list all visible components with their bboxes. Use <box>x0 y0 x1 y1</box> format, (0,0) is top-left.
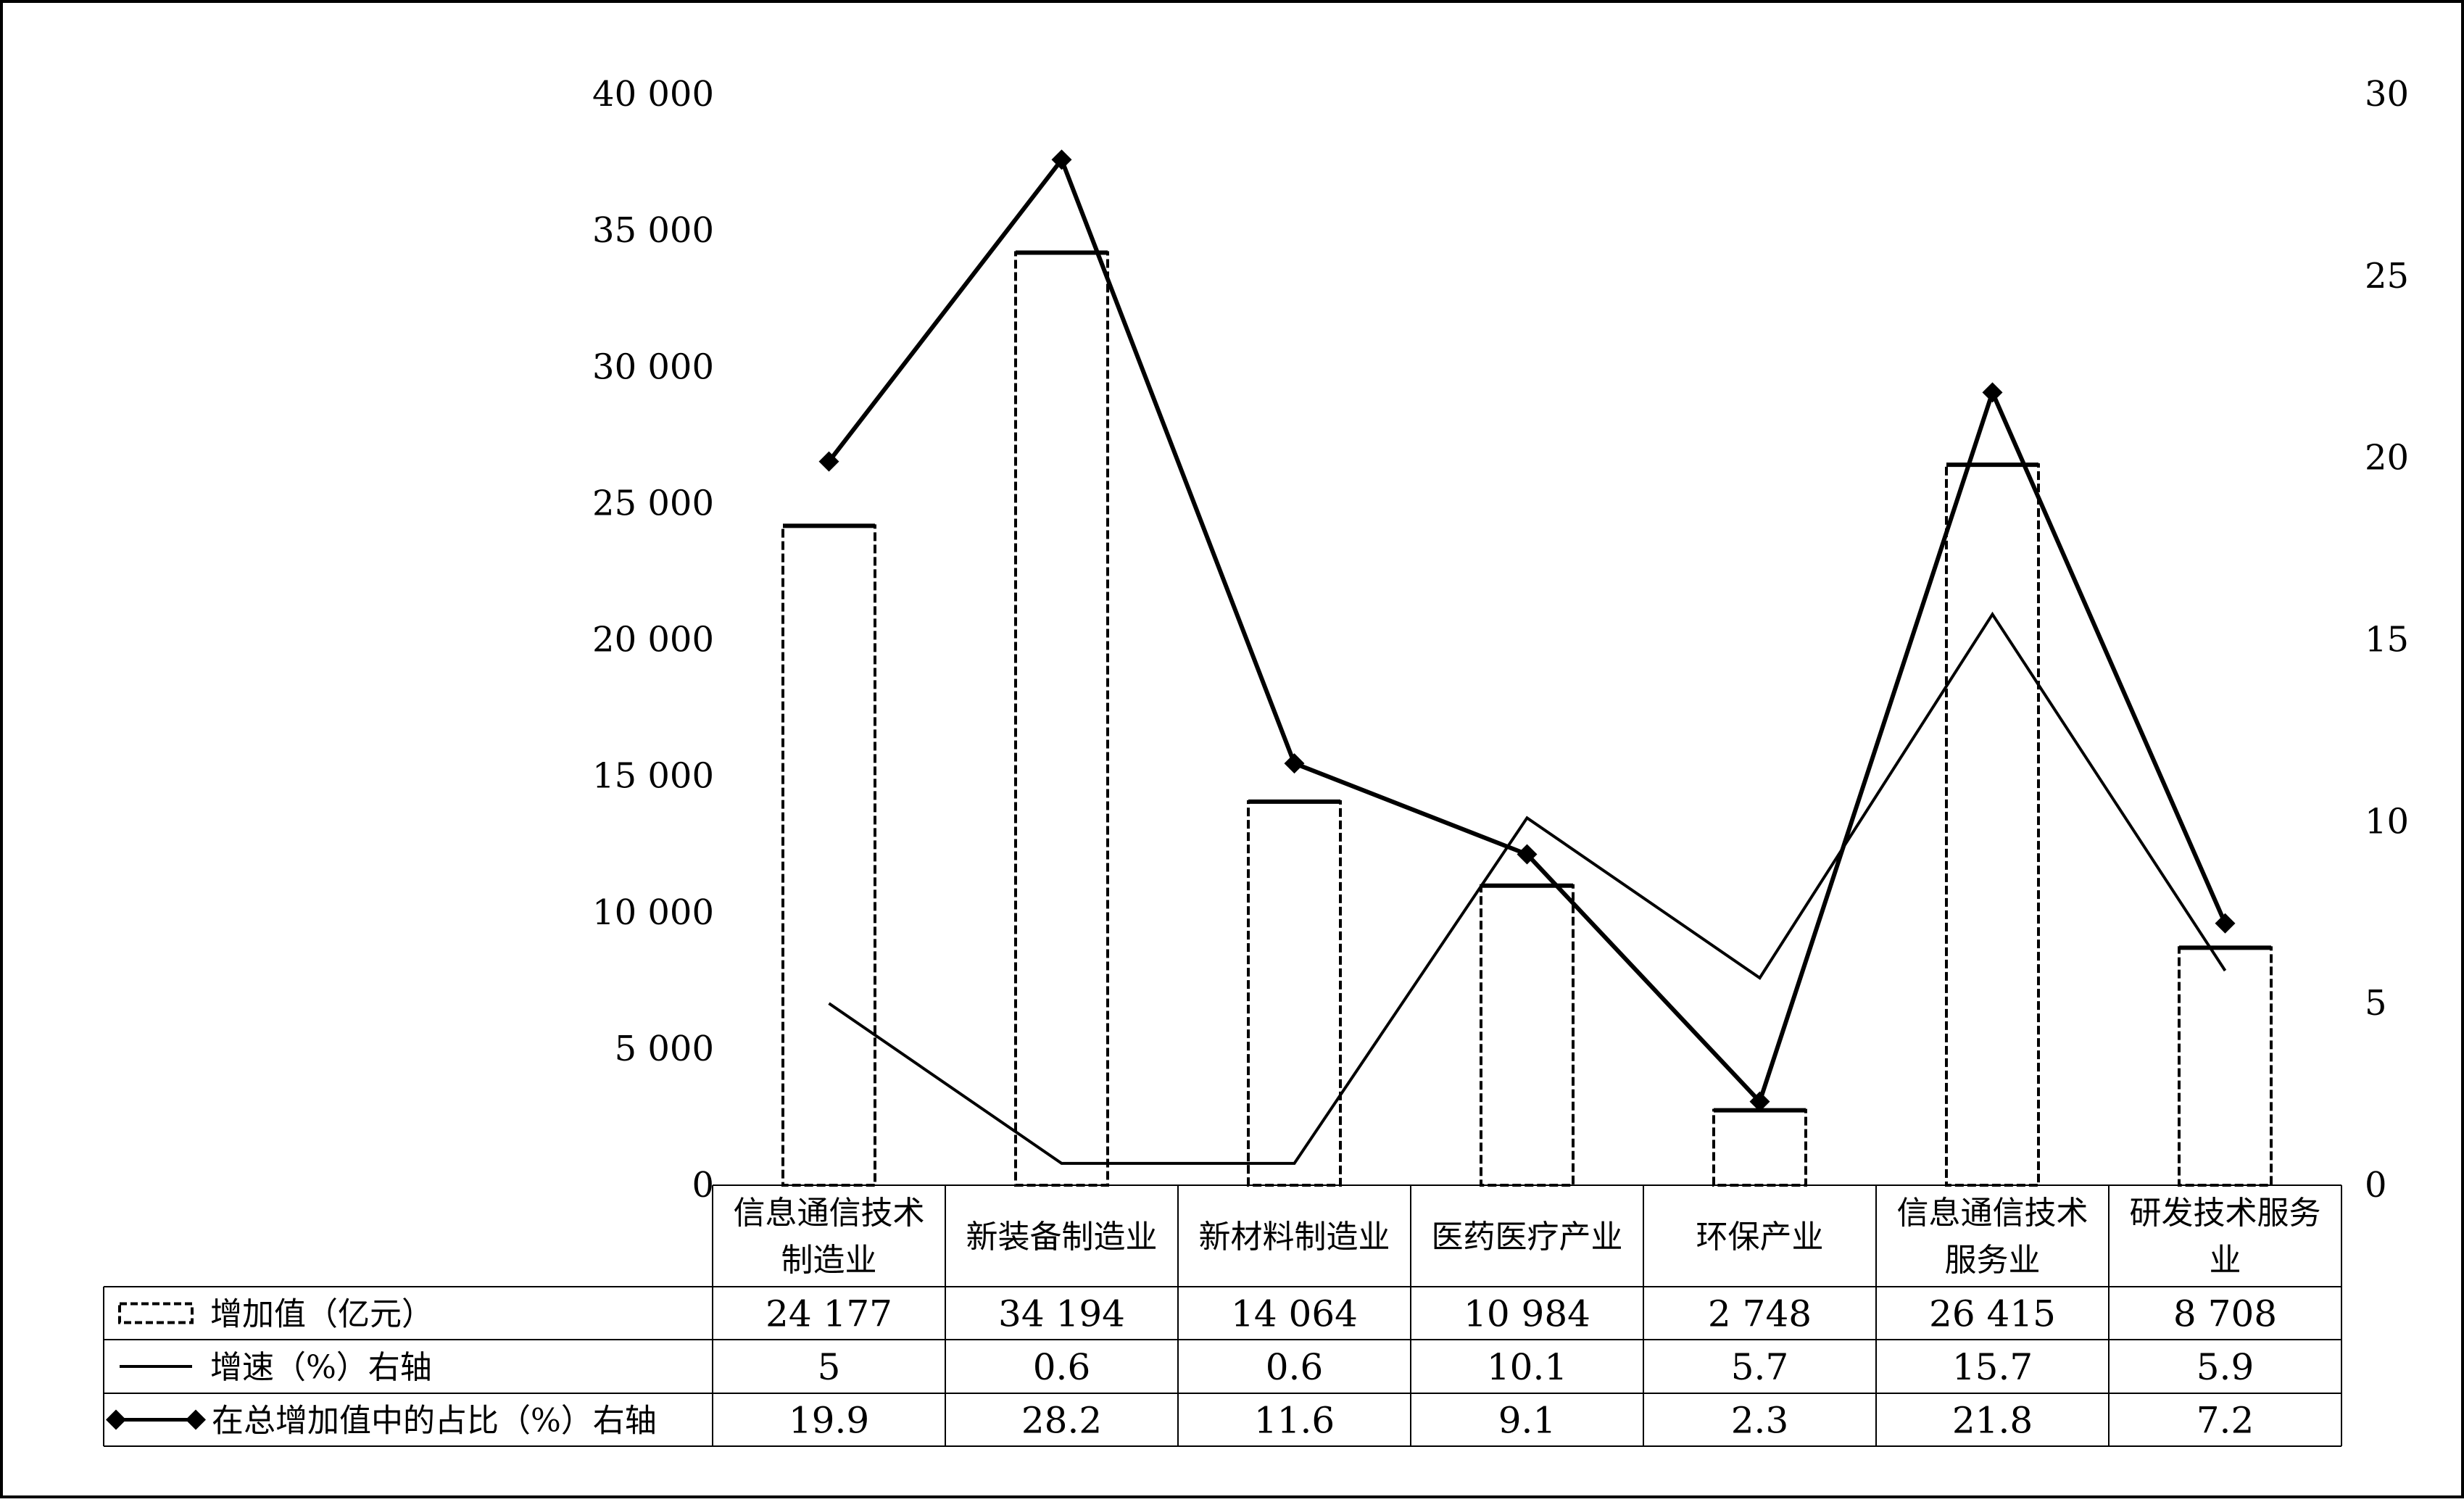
category-label: 环保产业 <box>1696 1219 1824 1256</box>
table-cell: 19.9 <box>789 1400 869 1442</box>
left-tick-label: 35 000 <box>592 210 714 251</box>
table-cell: 28.2 <box>1021 1400 1102 1442</box>
bars-group <box>781 250 2273 1187</box>
bar-5 <box>1945 463 2040 1187</box>
left-tick-label: 15 000 <box>592 756 714 797</box>
category-label: 信息通信技术 <box>734 1195 925 1232</box>
category-label: 新装备制造业 <box>966 1219 1158 1256</box>
right-tick-label: 0 <box>2365 1165 2387 1206</box>
right-tick-label: 25 <box>2365 256 2409 296</box>
right-tick-label: 15 <box>2365 620 2409 660</box>
table-cell: 5 <box>818 1346 841 1388</box>
table-cell: 5.7 <box>1731 1346 1789 1388</box>
table-cell: 2 748 <box>1708 1293 1812 1335</box>
table-cell: 34 194 <box>998 1293 1125 1335</box>
table-cell: 10.1 <box>1487 1346 1567 1388</box>
table-cell: 0.6 <box>1033 1346 1091 1388</box>
category-label: 信息通信技术 <box>1897 1195 2088 1232</box>
growth-rate-line <box>828 611 2227 1165</box>
bar-4 <box>1712 1108 1807 1187</box>
left-tick-label: 5 000 <box>615 1029 714 1069</box>
category-label: 业 <box>2210 1242 2241 1279</box>
table-cell: 5.9 <box>2197 1346 2254 1388</box>
bar-3 <box>1480 884 1575 1187</box>
axes-group: 0 5 000 10 000 15 000 20 000 25 000 30 000 35 0… <box>592 74 2409 1206</box>
category-label: 服务业 <box>1945 1242 2041 1279</box>
legend-label: 增加值（亿元） <box>210 1296 434 1333</box>
table-cell: 15.7 <box>1952 1346 2033 1388</box>
table-cell: 10 984 <box>1464 1293 1590 1335</box>
left-tick-label: 20 000 <box>592 620 714 660</box>
table-cell: 7.2 <box>2197 1400 2254 1442</box>
share-marker-5 <box>1982 382 2003 403</box>
right-tick-label: 30 <box>2365 74 2409 115</box>
table-cell: 0.6 <box>1266 1346 1324 1388</box>
share-marker-1 <box>1051 149 1072 170</box>
category-label: 研发技术服务 <box>2130 1195 2321 1232</box>
table-cell: 24 177 <box>766 1293 892 1335</box>
right-tick-label: 5 <box>2365 983 2387 1024</box>
bar-0 <box>781 524 876 1187</box>
share-marker-3 <box>1517 844 1538 865</box>
legend-key-diamond <box>186 1409 206 1430</box>
category-label: 医药医疗产业 <box>1432 1219 1623 1256</box>
share-marker-2 <box>1284 753 1305 774</box>
table-cell: 14 064 <box>1231 1293 1358 1335</box>
share-marker-0 <box>818 451 839 472</box>
share-marker-6 <box>2215 913 2236 934</box>
table-cell: 21.8 <box>1952 1400 2033 1442</box>
legend-label: 在总增加值中的占比（%）右轴 <box>212 1403 657 1440</box>
category-label: 新材料制造业 <box>1199 1219 1390 1256</box>
table-cell: 2.3 <box>1731 1400 1789 1442</box>
category-label: 制造业 <box>781 1242 877 1279</box>
bar-2 <box>1247 800 1342 1187</box>
legend-label: 增速（%）右轴 <box>210 1349 432 1386</box>
bar-6 <box>2178 946 2273 1187</box>
table-cell: 11.6 <box>1254 1400 1335 1442</box>
bar-1 <box>1014 251 1109 1187</box>
left-tick-label: 10 000 <box>592 892 714 933</box>
left-tick-label: 30 000 <box>592 347 714 387</box>
legend-key-bar <box>118 1302 194 1324</box>
left-tick-label: 40 000 <box>592 74 714 115</box>
right-tick-label: 10 <box>2365 801 2409 842</box>
left-tick-label: 25 000 <box>592 483 714 523</box>
lines-group <box>818 149 2236 1165</box>
table-cell: 8 708 <box>2173 1293 2277 1335</box>
table-cell: 9.1 <box>1498 1400 1556 1442</box>
left-tick-label: 0 <box>692 1165 714 1206</box>
legend-key-diamond <box>106 1409 126 1430</box>
table-cell: 26 415 <box>1929 1293 2056 1335</box>
right-tick-label: 20 <box>2365 438 2409 478</box>
share-marker-4 <box>1749 1091 1770 1112</box>
